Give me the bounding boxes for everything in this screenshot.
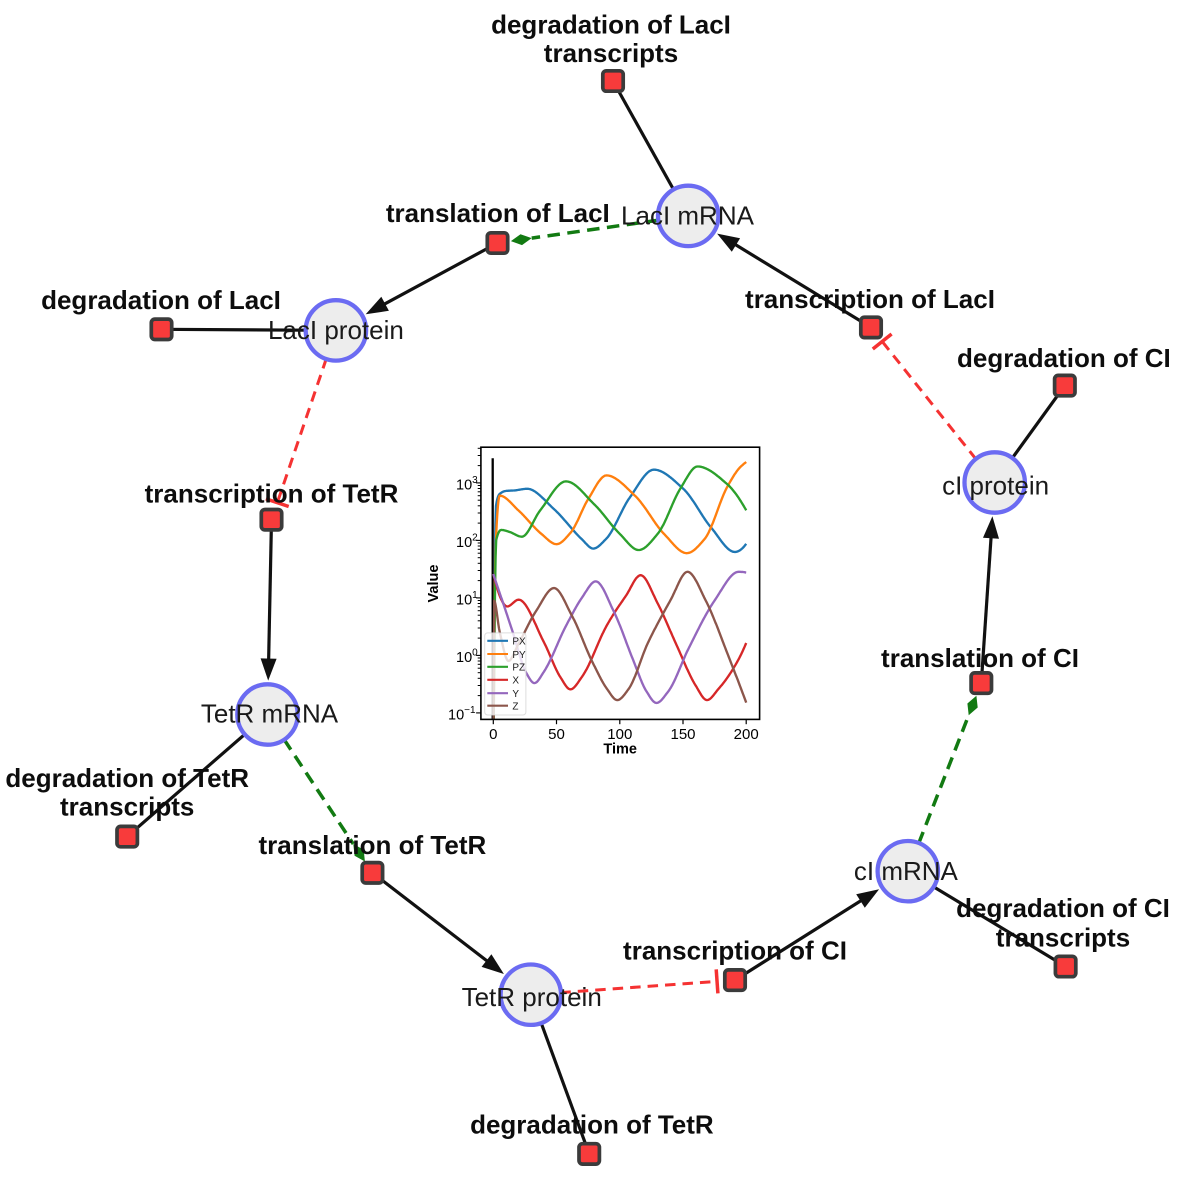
svg-text:transcription of CI: transcription of CI [623,936,847,966]
svg-text:0: 0 [489,726,497,743]
svg-text:PY: PY [512,650,526,661]
svg-text:50: 50 [548,726,565,743]
svg-text:transcripts: transcripts [544,38,678,68]
svg-text:degradation of LacI: degradation of LacI [41,285,281,315]
svg-text:PX: PX [512,637,526,648]
svg-text:PZ: PZ [512,663,525,674]
svg-text:degradation of CI: degradation of CI [956,893,1170,923]
svg-text:200: 200 [734,726,759,743]
svg-text:translation of LacI: translation of LacI [386,198,610,228]
svg-text:degradation of CI: degradation of CI [957,343,1171,373]
svg-text:100: 100 [456,647,478,666]
svg-text:LacI protein: LacI protein [268,315,404,345]
svg-text:translation of CI: translation of CI [881,643,1079,673]
svg-text:degradation of TetR: degradation of TetR [470,1110,714,1140]
svg-text:103: 103 [456,475,478,494]
svg-text:translation of TetR: translation of TetR [259,830,487,860]
svg-text:cI protein: cI protein [942,471,1049,501]
svg-text:Z: Z [512,702,518,713]
svg-text:degradation of TetR: degradation of TetR [5,763,249,793]
svg-text:TetR mRNA: TetR mRNA [201,699,339,729]
svg-text:100: 100 [607,726,632,743]
svg-text:10−1: 10−1 [448,705,476,724]
svg-text:Time: Time [603,742,637,758]
svg-text:X: X [512,676,519,687]
svg-text:transcripts: transcripts [996,923,1130,953]
svg-text:TetR protein: TetR protein [462,982,602,1012]
svg-text:102: 102 [456,532,478,551]
svg-text:cI mRNA: cI mRNA [854,856,959,886]
svg-text:transcription of LacI: transcription of LacI [745,284,995,314]
svg-text:Value: Value [426,565,442,603]
svg-text:transcripts: transcripts [60,791,194,821]
svg-text:150: 150 [670,726,695,743]
svg-text:degradation of LacI: degradation of LacI [491,9,731,39]
svg-text:transcription of TetR: transcription of TetR [145,479,399,509]
svg-text:LacI mRNA: LacI mRNA [621,201,755,231]
svg-text:Y: Y [512,689,519,700]
svg-text:101: 101 [456,590,478,609]
